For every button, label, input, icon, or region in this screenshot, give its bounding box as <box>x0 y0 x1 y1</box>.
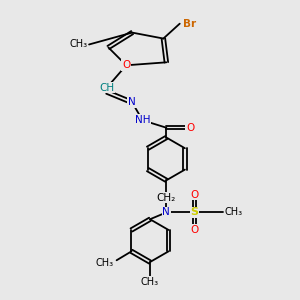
Text: S: S <box>190 207 199 218</box>
Text: CH₃: CH₃ <box>141 277 159 287</box>
Text: Br: Br <box>183 19 196 29</box>
Text: N: N <box>163 207 170 218</box>
Text: O: O <box>122 60 130 70</box>
Text: CH: CH <box>99 82 115 93</box>
Text: CH₂: CH₂ <box>157 193 176 202</box>
Text: CH₃: CH₃ <box>95 258 114 268</box>
Text: N: N <box>128 98 136 107</box>
Text: O: O <box>190 225 199 235</box>
Text: O: O <box>190 190 199 200</box>
Text: CH₃: CH₃ <box>70 40 88 50</box>
Text: NH: NH <box>135 115 150 125</box>
Text: O: O <box>186 123 194 133</box>
Text: CH₃: CH₃ <box>224 207 242 218</box>
